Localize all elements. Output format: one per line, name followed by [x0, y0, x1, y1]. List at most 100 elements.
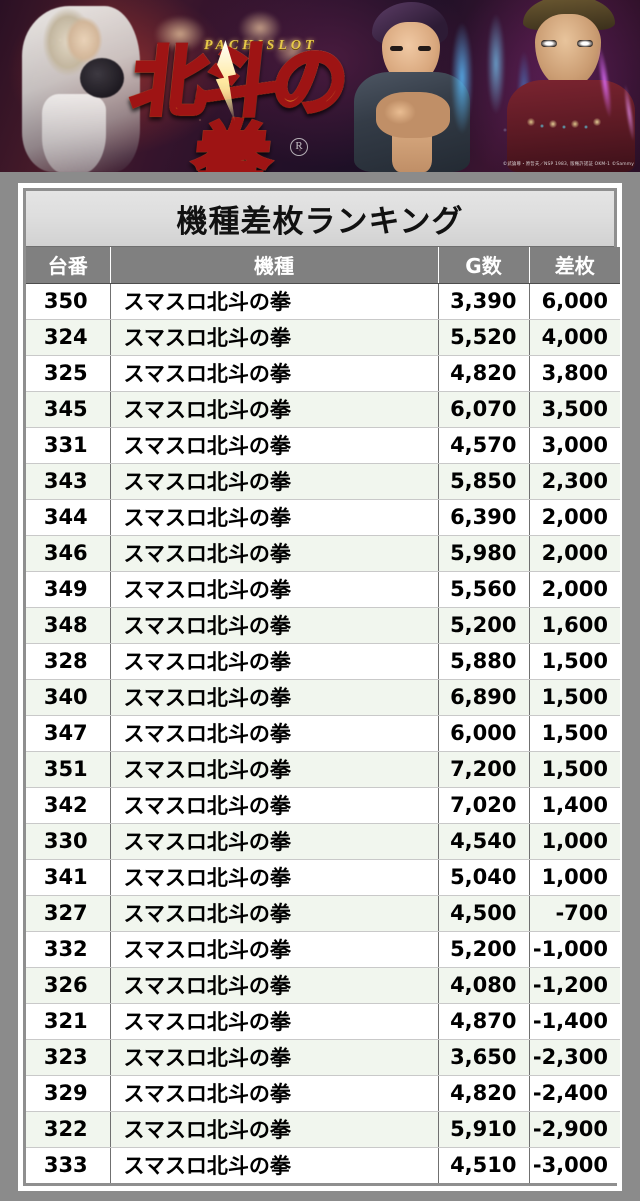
cell-games: 3,390: [438, 283, 530, 320]
cell-diff-coin: 3,000: [529, 427, 620, 464]
cell-machine-name: スマスロ北斗の拳: [110, 859, 439, 896]
cell-unit-no: 324: [26, 319, 111, 356]
page-title: 機種差枚ランキング: [176, 204, 464, 240]
cell-games: 4,540: [438, 823, 530, 860]
cell-unit-no: 349: [26, 571, 111, 608]
cell-machine-name: スマスロ北斗の拳: [110, 643, 439, 680]
column-header-diff-coin[interactable]: 差枚: [529, 247, 620, 284]
panel-inner-board: 機種差枚ランキング 台番 機種 G数 差枚 350 スマスロ北斗の拳 3,390 6,…: [23, 188, 620, 1186]
table-row[interactable]: 340 スマスロ北斗の拳 6,890 1,500: [26, 679, 620, 716]
cell-games: 5,980: [438, 535, 530, 572]
cell-machine-name: スマスロ北斗の拳: [110, 715, 439, 752]
cell-diff-coin: -2,400: [529, 1075, 620, 1112]
table-row[interactable]: 327 スマスロ北斗の拳 4,500 -700: [26, 895, 620, 932]
table-row[interactable]: 321 スマスロ北斗の拳 4,870 -1,400: [26, 1003, 620, 1040]
table-row[interactable]: 328 スマスロ北斗の拳 5,880 1,500: [26, 643, 620, 680]
cell-machine-name: スマスロ北斗の拳: [110, 1111, 439, 1148]
kenshiro-eye-left: [390, 46, 403, 51]
cell-games: 6,070: [438, 391, 530, 428]
cell-unit-no: 340: [26, 679, 111, 716]
cell-machine-name: スマスロ北斗の拳: [110, 535, 439, 572]
table-row[interactable]: 347 スマスロ北斗の拳 6,000 1,500: [26, 715, 620, 752]
table-row[interactable]: 345 スマスロ北斗の拳 6,070 3,500: [26, 391, 620, 428]
raoh-eye-left: [541, 40, 557, 47]
table-row[interactable]: 348 スマスロ北斗の拳 5,200 1,600: [26, 607, 620, 644]
table-row[interactable]: 349 スマスロ北斗の拳 5,560 2,000: [26, 571, 620, 608]
column-header-unit-no[interactable]: 台番: [26, 247, 111, 284]
cell-unit-no: 330: [26, 823, 111, 860]
table-row[interactable]: 330 スマスロ北斗の拳 4,540 1,000: [26, 823, 620, 860]
cell-diff-coin: 4,000: [529, 319, 620, 356]
column-header-games[interactable]: G数: [438, 247, 530, 284]
table-header: 台番 機種 G数 差枚: [26, 247, 620, 284]
cell-unit-no: 343: [26, 463, 111, 500]
cell-games: 7,020: [438, 787, 530, 824]
cell-machine-name: スマスロ北斗の拳: [110, 967, 439, 1004]
hokuto-logo: PACHISLOT 北斗の拳: [118, 34, 348, 172]
cell-games: 6,390: [438, 499, 530, 536]
table-row[interactable]: 344 スマスロ北斗の拳 6,390 2,000: [26, 499, 620, 536]
cell-diff-coin: 1,500: [529, 643, 620, 680]
table-row[interactable]: 323 スマスロ北斗の拳 3,650 -2,300: [26, 1039, 620, 1076]
cell-unit-no: 344: [26, 499, 111, 536]
table-row[interactable]: 325 スマスロ北斗の拳 4,820 3,800: [26, 355, 620, 392]
cell-machine-name: スマスロ北斗の拳: [110, 1003, 439, 1040]
cell-unit-no: 323: [26, 1039, 111, 1076]
cell-diff-coin: 1,400: [529, 787, 620, 824]
cell-machine-name: スマスロ北斗の拳: [110, 499, 439, 536]
cell-machine-name: スマスロ北斗の拳: [110, 895, 439, 932]
table-row[interactable]: 341 スマスロ北斗の拳 5,040 1,000: [26, 859, 620, 896]
ranking-page: 機種差枚ランキング 台番 機種 G数 差枚 350 スマスロ北斗の拳 3,390 6,…: [0, 172, 640, 1201]
table-row[interactable]: 346 スマスロ北斗の拳 5,980 2,000: [26, 535, 620, 572]
table-row[interactable]: 342 スマスロ北斗の拳 7,020 1,400: [26, 787, 620, 824]
cell-machine-name: スマスロ北斗の拳: [110, 823, 439, 860]
ranking-table: 台番 機種 G数 差枚 350 スマスロ北斗の拳 3,390 6,000 324 スマスロ…: [26, 247, 620, 1183]
cell-unit-no: 329: [26, 1075, 111, 1112]
cell-machine-name: スマスロ北斗の拳: [110, 427, 439, 464]
cell-unit-no: 351: [26, 751, 111, 788]
cell-games: 4,820: [438, 1075, 530, 1112]
cell-unit-no: 331: [26, 427, 111, 464]
table-body: 350 スマスロ北斗の拳 3,390 6,000 324 スマスロ北斗の拳 5,520 4,0…: [26, 283, 620, 1183]
table-row[interactable]: 326 スマスロ北斗の拳 4,080 -1,200: [26, 967, 620, 1004]
cell-diff-coin: 2,000: [529, 535, 620, 572]
cell-diff-coin: 6,000: [529, 283, 620, 320]
kenshiro-eye-right: [418, 46, 431, 51]
hokuto-logo-text: 北斗の拳: [110, 35, 356, 172]
cell-unit-no: 347: [26, 715, 111, 752]
cell-diff-coin: 2,000: [529, 499, 620, 536]
cell-games: 6,000: [438, 715, 530, 752]
table-row[interactable]: 324 スマスロ北斗の拳 5,520 4,000: [26, 319, 620, 356]
cell-machine-name: スマスロ北斗の拳: [110, 571, 439, 608]
cell-diff-coin: 3,800: [529, 355, 620, 392]
cell-machine-name: スマスロ北斗の拳: [110, 391, 439, 428]
table-row[interactable]: 343 スマスロ北斗の拳 5,850 2,300: [26, 463, 620, 500]
table-row[interactable]: 322 スマスロ北斗の拳 5,910 -2,900: [26, 1111, 620, 1148]
cell-unit-no: 345: [26, 391, 111, 428]
cell-machine-name: スマスロ北斗の拳: [110, 283, 439, 320]
cell-games: 4,080: [438, 967, 530, 1004]
table-row[interactable]: 331 スマスロ北斗の拳 4,570 3,000: [26, 427, 620, 464]
cell-diff-coin: 1,000: [529, 859, 620, 896]
registered-trademark-icon: R: [290, 138, 308, 156]
table-row[interactable]: 350 スマスロ北斗の拳 3,390 6,000: [26, 283, 620, 320]
table-row[interactable]: 351 スマスロ北斗の拳 7,200 1,500: [26, 751, 620, 788]
table-row[interactable]: 329 スマスロ北斗の拳 4,820 -2,400: [26, 1075, 620, 1112]
cell-diff-coin: -700: [529, 895, 620, 932]
cell-unit-no: 342: [26, 787, 111, 824]
column-header-machine[interactable]: 機種: [110, 247, 439, 284]
cell-games: 4,570: [438, 427, 530, 464]
cell-unit-no: 327: [26, 895, 111, 932]
cell-diff-coin: -3,000: [529, 1147, 620, 1183]
table-row[interactable]: 333 スマスロ北斗の拳 4,510 -3,000: [26, 1147, 620, 1183]
game-banner: PACHISLOT 北斗の拳 R ©武論尊・原哲夫／NSP 1983, 版権許諾…: [0, 0, 640, 172]
cell-diff-coin: 1,000: [529, 823, 620, 860]
cell-machine-name: スマスロ北斗の拳: [110, 1075, 439, 1112]
cell-games: 5,200: [438, 931, 530, 968]
cell-machine-name: スマスロ北斗の拳: [110, 751, 439, 788]
cell-unit-no: 341: [26, 859, 111, 896]
table-row[interactable]: 332 スマスロ北斗の拳 5,200 -1,000: [26, 931, 620, 968]
copyright-notice: ©武論尊・原哲夫／NSP 1983, 版権許諾証 OKM-1 ©Sammy: [502, 162, 634, 167]
pachislot-label: PACHISLOT: [204, 38, 318, 54]
cell-diff-coin: 2,300: [529, 463, 620, 500]
